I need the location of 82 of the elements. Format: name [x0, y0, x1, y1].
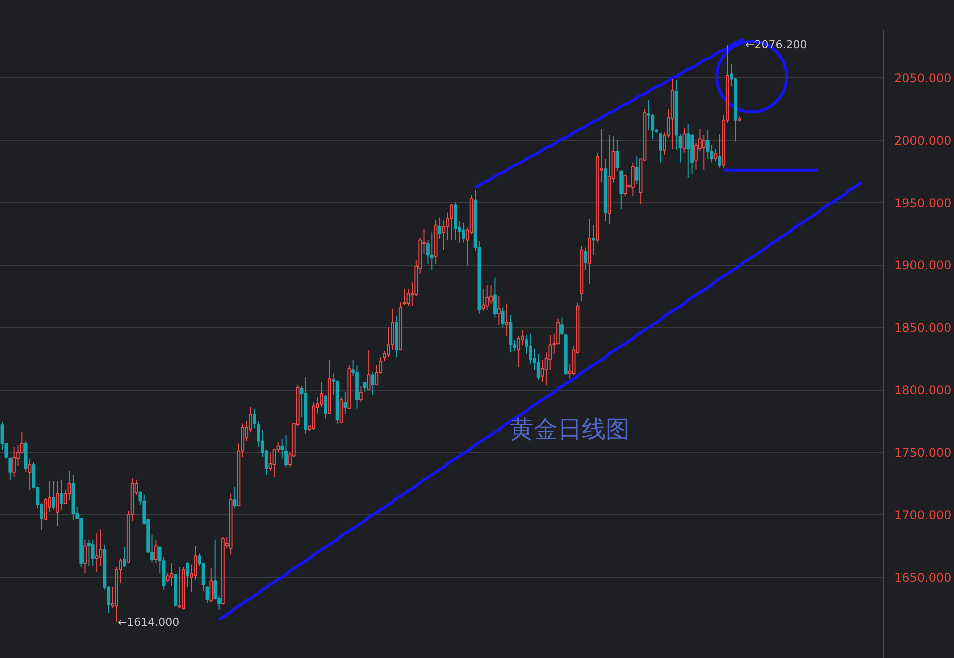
- candlestick: [375, 364, 379, 386]
- candlestick: [635, 156, 639, 185]
- candlestick: [702, 134, 706, 171]
- y-tick-label: 1650.000: [894, 570, 952, 585]
- candlestick: [647, 100, 651, 131]
- candlestick: [178, 566, 182, 610]
- candlestick: [44, 498, 48, 520]
- candlestick: [206, 586, 210, 604]
- candlestick: [99, 529, 103, 567]
- candlestick: [442, 220, 446, 251]
- candlestick: [678, 134, 682, 164]
- y-tick-label: 1800.000: [894, 384, 952, 398]
- candlestick: [505, 303, 509, 337]
- annotation: ←1614.000: [118, 616, 180, 629]
- candlestick: [268, 453, 272, 472]
- candlestick: [718, 134, 722, 168]
- candlestick: [536, 353, 540, 381]
- candlestick: [194, 546, 198, 580]
- candlestick: [52, 480, 56, 510]
- candlestick: [272, 450, 276, 478]
- candlestick: [170, 563, 174, 587]
- candlestick: [686, 124, 690, 178]
- candlestick: [714, 148, 718, 162]
- candlestick: [154, 539, 158, 564]
- candlestick: [402, 288, 406, 306]
- candlestick: [509, 314, 513, 354]
- candlestick: [84, 539, 87, 574]
- candlestick: [210, 568, 214, 603]
- candlestick: [406, 288, 410, 307]
- candlestick: [344, 392, 348, 414]
- candlestick: [517, 336, 521, 368]
- candlestick: [363, 382, 367, 394]
- candlestick: [706, 130, 710, 160]
- y-tick-label: 1850.000: [894, 321, 952, 336]
- candlestick: [214, 539, 218, 600]
- candlestick: [482, 288, 486, 312]
- candlestick: [60, 479, 64, 510]
- y-tick-label: 1900.000: [894, 258, 952, 273]
- candlestick: [28, 458, 32, 490]
- candlestick: [616, 140, 620, 172]
- candlestick: [592, 224, 596, 256]
- candlestick: [324, 394, 328, 420]
- candlestick: [682, 127, 686, 154]
- candlestick: [560, 317, 564, 336]
- candlestick: [88, 539, 91, 567]
- y-tick-label: 2050.000: [894, 71, 952, 86]
- candlestick: [497, 296, 501, 326]
- candlestick: [95, 533, 99, 573]
- annotation: 黄金日线图: [510, 415, 630, 444]
- candlestick: [56, 480, 60, 527]
- candlestick: [486, 284, 490, 311]
- candlestick: [430, 232, 434, 271]
- candlestick: [494, 277, 497, 318]
- candlestick: [659, 132, 662, 164]
- y-tick-label: 1950.000: [894, 196, 952, 210]
- candlestick: [312, 402, 316, 431]
- candlestick: [91, 539, 95, 567]
- candlestick: [284, 434, 288, 468]
- candlestick: [438, 217, 442, 240]
- candlestick: [68, 470, 72, 500]
- candlestick: [122, 546, 126, 568]
- candlestick: [540, 360, 544, 384]
- y-tick-label: 2000.000: [894, 134, 952, 148]
- candlestick: [501, 307, 505, 328]
- candlestick: [186, 562, 190, 588]
- candlestick: [233, 486, 237, 510]
- candlestick: [360, 386, 363, 404]
- candlestick: [454, 202, 458, 241]
- candlestick: [340, 397, 344, 424]
- candlestick: [620, 170, 624, 210]
- candlestick: [462, 222, 466, 244]
- y-tick-label: 1700.000: [894, 508, 952, 522]
- candlestick: [450, 204, 454, 241]
- candlestick: [8, 456, 12, 480]
- candlestick: [584, 247, 588, 271]
- line-series: [218, 181, 864, 622]
- candlestick: [624, 174, 627, 198]
- candlestick: [371, 372, 375, 396]
- candlestick: [12, 447, 16, 478]
- candlestick: [367, 350, 371, 391]
- y-tick-label: 1750.000: [894, 446, 952, 460]
- candlestick: [632, 162, 635, 198]
